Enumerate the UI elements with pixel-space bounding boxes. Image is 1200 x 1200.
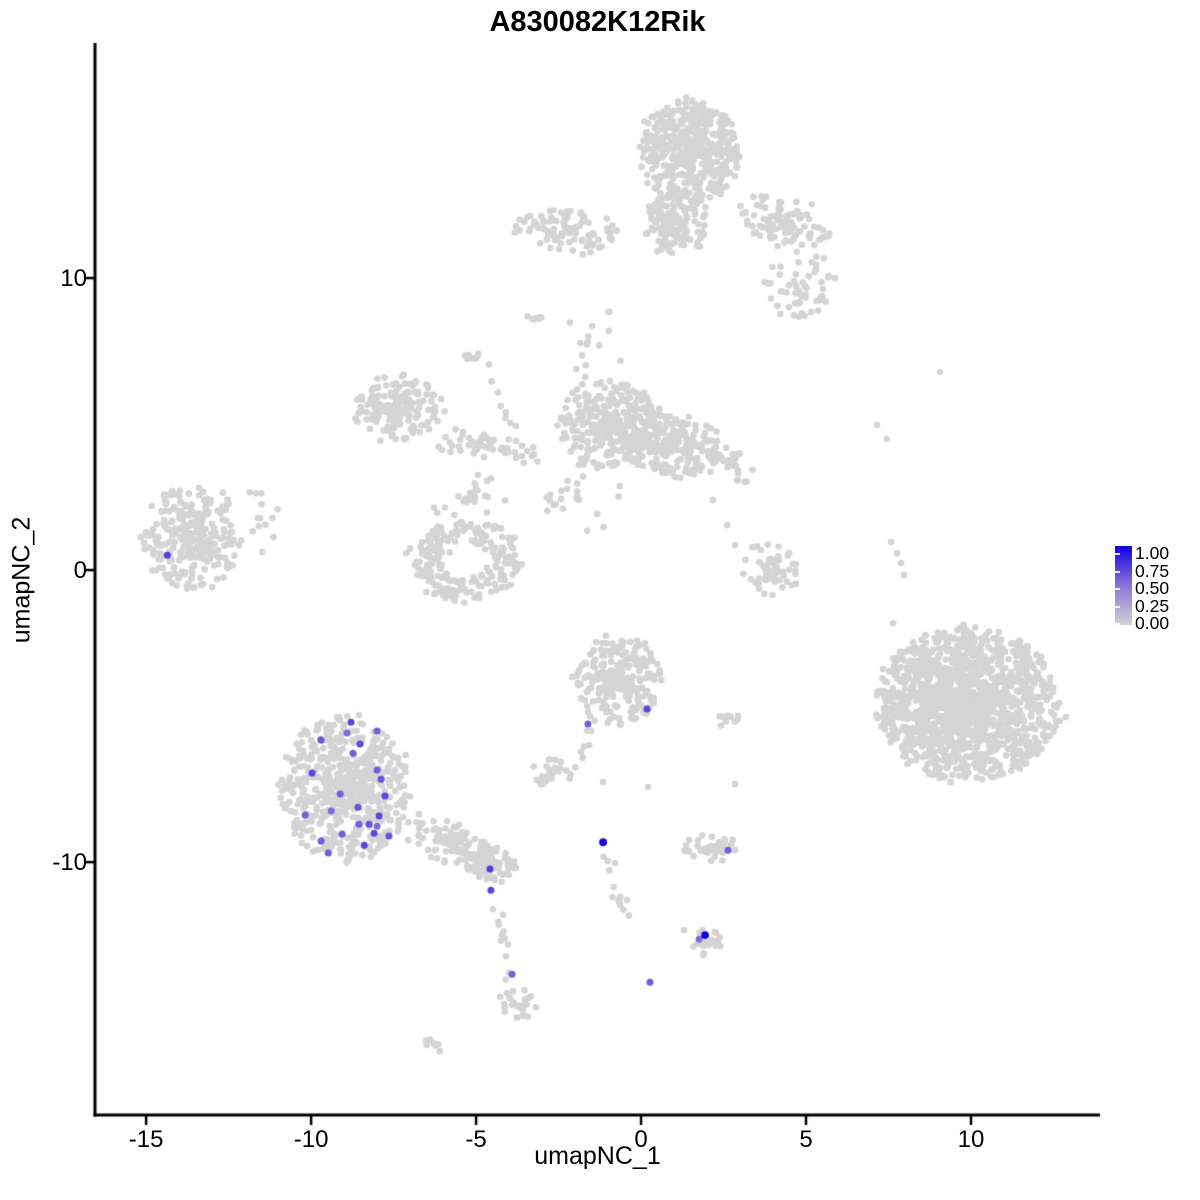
colorbar-tick <box>1115 588 1120 590</box>
colorbar-tick <box>1115 605 1120 608</box>
legend-tick-label: 1.00 <box>1135 543 1170 563</box>
chart-title: A830082K12Rik <box>489 6 706 38</box>
colorbar-gradient <box>1115 546 1132 625</box>
colorbar-tick <box>1115 623 1120 625</box>
x-tick-label: -5 <box>465 1126 487 1153</box>
x-tick-label: 5 <box>799 1126 813 1153</box>
x-tick-label: 10 <box>957 1126 985 1153</box>
y-tick-label: -10 <box>52 849 87 877</box>
x-axis-title: umapNC_1 <box>534 1142 661 1170</box>
x-tick-label: -15 <box>128 1126 164 1153</box>
y-tick-label: 0 <box>73 557 87 585</box>
legend-tick-label: 0.00 <box>1135 613 1170 633</box>
x-tick-label: 0 <box>634 1126 648 1153</box>
legend-tick-label: 0.25 <box>1135 595 1170 616</box>
colorbar-tick <box>1115 570 1120 573</box>
legend-tick-label: 0.75 <box>1135 560 1170 581</box>
colorbar-tick <box>1115 553 1120 555</box>
y-tick-label: 10 <box>60 265 87 293</box>
legend-tick-label: 0.50 <box>1135 578 1170 598</box>
x-tick-label: -10 <box>293 1126 329 1153</box>
